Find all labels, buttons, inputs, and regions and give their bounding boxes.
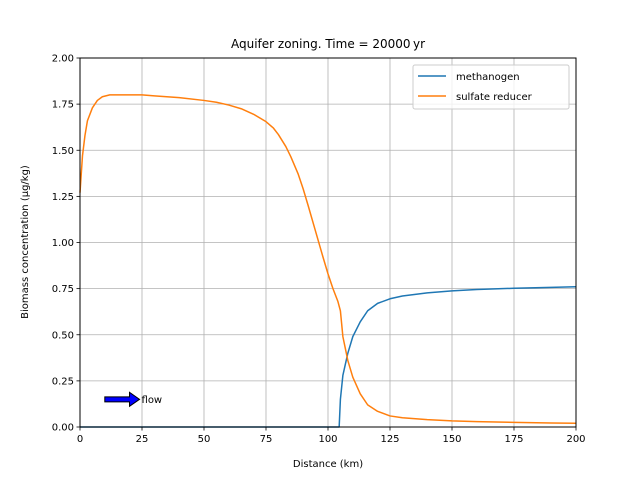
legend-label: methanogen bbox=[456, 72, 520, 83]
y-tick-label: 0.50 bbox=[52, 330, 74, 341]
flow-arrow-icon bbox=[104, 391, 141, 408]
series-line-sulfate-reducer bbox=[79, 94, 577, 425]
x-axis: 0 25 50 75 100 125 150 175 200 bbox=[77, 427, 586, 445]
y-axis-label: Biomass concentration (μg/kg) bbox=[20, 165, 31, 319]
x-tick-label: 0 bbox=[77, 434, 83, 445]
y-tick-label: 0.75 bbox=[52, 284, 74, 295]
flow-annotation: flow bbox=[104, 391, 163, 408]
grid bbox=[79, 57, 577, 428]
x-tick-label: 125 bbox=[380, 434, 399, 445]
x-tick-label: 25 bbox=[136, 434, 149, 445]
y-tick-label: 1.25 bbox=[52, 192, 74, 203]
x-tick-label: 100 bbox=[318, 434, 337, 445]
y-tick-label: 1.75 bbox=[52, 100, 74, 111]
x-axis-label: Distance (km) bbox=[293, 459, 363, 470]
x-tick-label: 50 bbox=[198, 434, 211, 445]
x-tick-label: 200 bbox=[566, 434, 585, 445]
chart-title: Aquifer zoning. Time = 20000 yr bbox=[231, 37, 425, 51]
y-tick-label: 0.00 bbox=[52, 423, 74, 434]
y-tick-label: 2.00 bbox=[52, 54, 74, 65]
y-tick-label: 1.50 bbox=[52, 146, 74, 157]
legend-label: sulfate reducer bbox=[456, 92, 533, 103]
legend: methanogen sulfate reducer bbox=[412, 64, 570, 110]
y-axis: 0.00 0.25 0.50 0.75 1.00 1.25 1.50 1.75 2.00 bbox=[52, 54, 80, 434]
flow-label: flow bbox=[142, 395, 163, 406]
y-tick-label: 0.25 bbox=[52, 376, 74, 387]
y-tick-label: 1.00 bbox=[52, 238, 74, 249]
x-tick-label: 75 bbox=[260, 434, 273, 445]
x-tick-label: 175 bbox=[504, 434, 523, 445]
legend-box bbox=[412, 64, 570, 110]
x-tick-label: 150 bbox=[442, 434, 461, 445]
